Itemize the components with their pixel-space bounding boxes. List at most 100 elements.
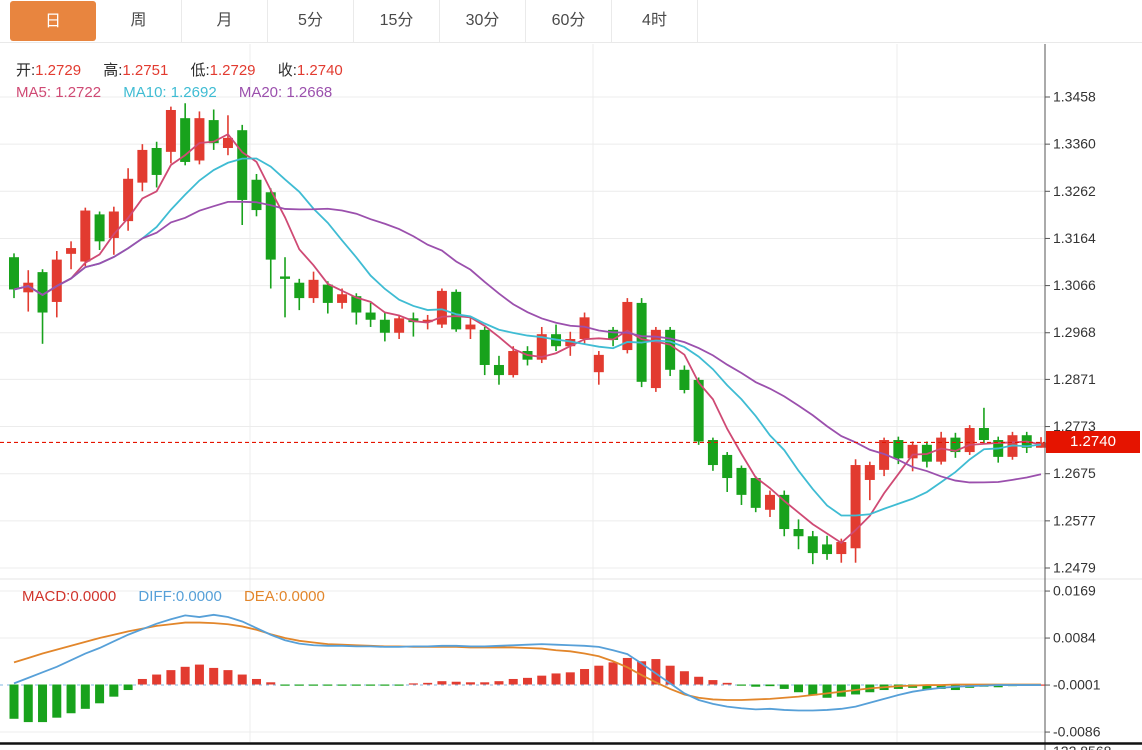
macd-bar bbox=[309, 684, 319, 686]
macd-bar bbox=[38, 684, 48, 723]
price-axis-label: 1.2968 bbox=[1053, 324, 1096, 340]
candle[interactable] bbox=[66, 241, 77, 270]
candle[interactable] bbox=[793, 519, 804, 550]
candle[interactable] bbox=[693, 377, 704, 445]
timeframe-tabbar: 日 周 月 5分 15分 30分 60分 4时 bbox=[0, 0, 1142, 43]
macd-bar bbox=[408, 683, 418, 685]
candle[interactable] bbox=[394, 314, 405, 339]
tab-60min[interactable]: 60分 bbox=[526, 0, 612, 42]
candle[interactable] bbox=[551, 324, 562, 352]
price-axis-label: 1.2577 bbox=[1053, 512, 1096, 528]
candle[interactable] bbox=[679, 365, 690, 394]
candle[interactable] bbox=[322, 281, 333, 314]
candle[interactable] bbox=[950, 432, 961, 458]
candle[interactable] bbox=[779, 490, 790, 537]
macd-bar bbox=[751, 684, 761, 687]
candle[interactable] bbox=[151, 141, 162, 188]
tab-day[interactable]: 日 bbox=[10, 1, 96, 41]
candle-body bbox=[80, 210, 91, 262]
candle[interactable] bbox=[37, 269, 48, 344]
candle-body bbox=[579, 317, 590, 339]
candlestick-series bbox=[9, 103, 1046, 565]
candle[interactable] bbox=[108, 206, 119, 255]
candle[interactable] bbox=[750, 476, 761, 513]
candle[interactable] bbox=[665, 326, 676, 377]
candle[interactable] bbox=[23, 270, 34, 312]
candle[interactable] bbox=[850, 459, 861, 563]
candle[interactable] bbox=[208, 109, 219, 150]
candle[interactable] bbox=[864, 461, 875, 501]
candle[interactable] bbox=[280, 257, 291, 318]
candle[interactable] bbox=[593, 351, 604, 385]
candle[interactable] bbox=[294, 278, 305, 311]
candle-body bbox=[665, 329, 676, 370]
macd-bar bbox=[23, 684, 33, 723]
macd-bar bbox=[137, 678, 147, 685]
macd-bar bbox=[794, 684, 804, 693]
macd-bar bbox=[637, 661, 647, 685]
candle[interactable] bbox=[707, 437, 718, 471]
candle[interactable] bbox=[436, 288, 447, 328]
candle[interactable] bbox=[479, 326, 490, 376]
candle[interactable] bbox=[608, 326, 619, 347]
tab-15min[interactable]: 15分 bbox=[354, 0, 440, 42]
candle[interactable] bbox=[308, 271, 319, 303]
candle[interactable] bbox=[51, 250, 62, 318]
candle[interactable] bbox=[493, 355, 504, 385]
candle[interactable] bbox=[622, 298, 633, 354]
candle[interactable] bbox=[964, 425, 975, 455]
candle[interactable] bbox=[194, 111, 205, 165]
candle[interactable] bbox=[822, 535, 833, 560]
candle-body bbox=[864, 465, 875, 480]
candle[interactable] bbox=[465, 317, 476, 339]
candle[interactable] bbox=[94, 211, 105, 250]
candle[interactable] bbox=[736, 465, 747, 505]
candle-body bbox=[679, 369, 690, 390]
candle[interactable] bbox=[80, 207, 91, 267]
candle[interactable] bbox=[251, 173, 262, 217]
candle[interactable] bbox=[764, 490, 775, 518]
tab-month[interactable]: 月 bbox=[182, 0, 268, 42]
candle[interactable] bbox=[993, 436, 1004, 463]
candle[interactable] bbox=[237, 124, 248, 225]
candle[interactable] bbox=[722, 452, 733, 492]
candle[interactable] bbox=[9, 253, 19, 299]
candle[interactable] bbox=[807, 530, 818, 565]
candle[interactable] bbox=[265, 188, 276, 289]
candle[interactable] bbox=[337, 288, 348, 309]
macd-bar bbox=[551, 673, 561, 685]
macd-bar bbox=[622, 657, 632, 685]
macd-bar bbox=[95, 684, 105, 704]
candle[interactable] bbox=[879, 437, 890, 477]
candle[interactable] bbox=[351, 293, 362, 325]
tab-4hour[interactable]: 4时 bbox=[612, 0, 698, 42]
candle-body bbox=[508, 351, 519, 376]
candle[interactable] bbox=[379, 312, 390, 342]
dea-line bbox=[13, 621, 1041, 701]
tab-week[interactable]: 周 bbox=[96, 0, 182, 42]
macd-bar bbox=[480, 682, 490, 685]
candle[interactable] bbox=[978, 407, 989, 444]
macd-bar bbox=[337, 684, 347, 686]
candle[interactable] bbox=[123, 168, 134, 231]
candle[interactable] bbox=[365, 302, 376, 327]
macd-bar bbox=[323, 684, 333, 686]
candle[interactable] bbox=[137, 144, 148, 192]
candle[interactable] bbox=[508, 346, 519, 378]
macd-axis-label: 0.0169 bbox=[1053, 583, 1096, 599]
macd-axis-label: -0.0001 bbox=[1053, 677, 1101, 693]
candle[interactable] bbox=[451, 289, 462, 332]
candle-body bbox=[764, 494, 775, 510]
candle[interactable] bbox=[565, 331, 576, 356]
tab-5min[interactable]: 5分 bbox=[268, 0, 354, 42]
candle[interactable] bbox=[165, 106, 176, 164]
macd-bar bbox=[665, 665, 675, 685]
price-axis-label: 1.2479 bbox=[1053, 560, 1096, 576]
candle[interactable] bbox=[650, 326, 661, 392]
macd-bar bbox=[765, 684, 775, 687]
candle-body bbox=[736, 467, 747, 495]
tab-30min[interactable]: 30分 bbox=[440, 0, 526, 42]
macd-bar bbox=[580, 669, 590, 685]
macd-bar bbox=[722, 682, 732, 685]
